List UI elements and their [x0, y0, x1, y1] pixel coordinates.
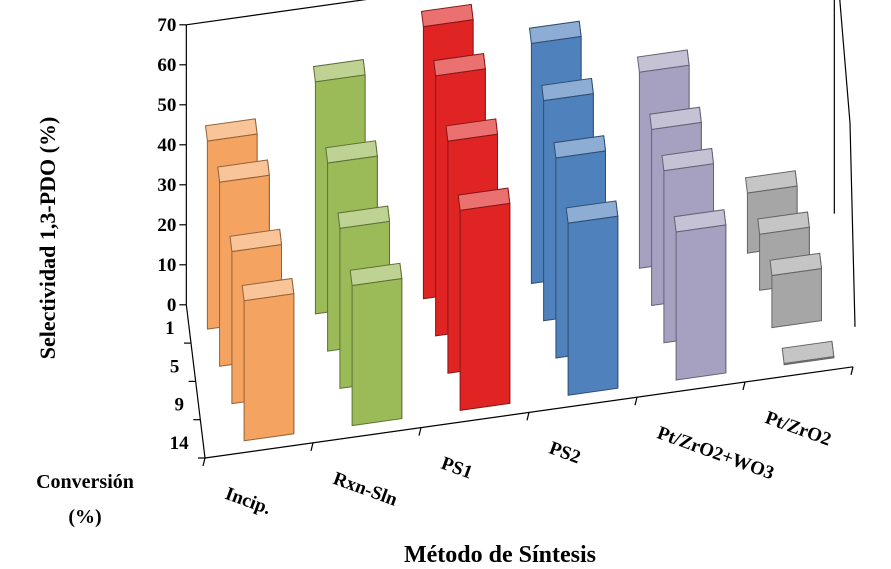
x-tick-label: Rxn-Sln [330, 468, 400, 511]
y-tick-label: 70 [157, 15, 176, 36]
y-tick-label: 40 [157, 135, 176, 156]
y-tick-label: 50 [157, 95, 176, 116]
x-tick-label: Pt/ZrO2 [762, 407, 834, 450]
y-tick-label: 0 [167, 295, 177, 316]
x-tick-label: Pt/ZrO2+WO3 [654, 423, 776, 485]
x-tick-label: PS2 [546, 438, 583, 469]
y-tick-label: 10 [157, 255, 176, 276]
bars [204, 3, 835, 442]
side-wall-top-edge [839, 0, 851, 124]
back-wall-top-edge [186, 0, 367, 26]
bar-front [351, 278, 403, 427]
bar [781, 340, 835, 366]
depth-axis-title-unit: (%) [68, 506, 101, 528]
bar-front [783, 356, 835, 366]
x-tick [742, 381, 746, 391]
bar-front [243, 293, 295, 442]
y-tick-label: 30 [157, 175, 176, 196]
x-tick [634, 397, 638, 406]
bar [349, 262, 403, 427]
bar [457, 187, 511, 411]
bar [241, 277, 295, 442]
side-wall-front-edge [849, 122, 856, 327]
x-tick [526, 412, 530, 421]
depth-axis-title: Conversión [36, 471, 134, 493]
y-tick-label: 60 [157, 55, 176, 76]
y-axis: 0 10 20 30 40 50 60 70 1 5 9 14 [157, 15, 205, 459]
bar [673, 209, 727, 381]
x-tick-label: PS1 [438, 453, 475, 484]
bar-front [567, 215, 619, 396]
depth-tick-label: 5 [170, 356, 180, 377]
x-tick [202, 457, 206, 467]
y-axis-title: Selectividad 1,3-PDO (%) [35, 117, 60, 360]
y-tick-label: 20 [157, 215, 176, 236]
x-tick [850, 366, 854, 375]
x-tick [418, 427, 422, 436]
depth-tick-label: 14 [170, 433, 190, 454]
depth-tick-label: 1 [165, 318, 175, 339]
bar [769, 252, 823, 329]
x-tick [310, 442, 314, 451]
bar-front [675, 224, 727, 381]
x-axis-title: Método de Síntesis [404, 542, 596, 568]
x-tick-label: Incip. [222, 483, 273, 519]
bar [565, 200, 619, 396]
bar-front [771, 268, 822, 329]
depth-tick-label: 9 [174, 395, 184, 416]
bar-front [459, 202, 511, 411]
